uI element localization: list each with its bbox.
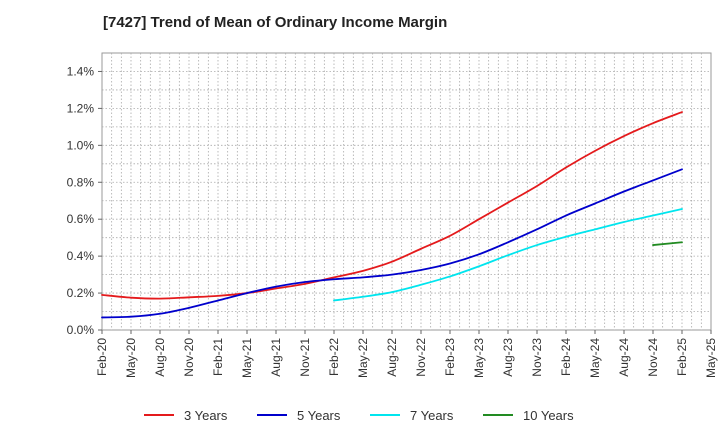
x-tick-label: Aug-24 [617, 338, 631, 377]
y-tick-label: 0.4% [67, 249, 95, 263]
y-tick-label: 0.2% [67, 286, 95, 300]
x-tick-label: Nov-21 [298, 338, 312, 377]
axes: 0.0% 0.2% 0.4% 0.6% 0.8% 1.0% 1.2% 1.4% Feb-20 Ma… [67, 64, 718, 378]
x-tick-label: Nov-23 [530, 338, 544, 377]
series-line-5-years [101, 168, 683, 319]
x-tick-label: Aug-22 [385, 338, 399, 377]
y-tick-label: 0.6% [67, 212, 95, 226]
y-tick-label: 1.0% [67, 138, 95, 152]
x-tick-label: Aug-20 [153, 338, 167, 377]
series-line-7-years [333, 208, 683, 302]
y-tick-label: 1.2% [67, 101, 95, 115]
x-tick-label: Aug-23 [501, 338, 515, 377]
x-tick-label: May-24 [588, 338, 602, 378]
x-tick-label: Feb-23 [443, 338, 457, 376]
x-tick-label: Feb-21 [211, 338, 225, 376]
x-tick-label: Nov-20 [182, 338, 196, 377]
x-tick-label: Feb-20 [95, 338, 109, 376]
x-tick-label: May-20 [124, 338, 138, 378]
x-tick-label: May-21 [240, 338, 254, 378]
legend-label-10-years: 10 Years [523, 408, 574, 423]
series-line-10-years [652, 241, 683, 246]
legend-label-3-years: 3 Years [184, 408, 228, 423]
y-tick-label: 1.4% [67, 64, 95, 78]
chart-title: [7427] Trend of Mean of Ordinary Income … [103, 14, 448, 31]
x-tick-label: Feb-22 [327, 338, 341, 376]
x-tick-label: Feb-24 [559, 338, 573, 376]
grid-lines [102, 53, 711, 330]
legend-label-5-years: 5 Years [297, 408, 341, 423]
x-tick-label: Nov-24 [646, 338, 660, 377]
legend-label-7-years: 7 Years [410, 408, 454, 423]
x-tick-label: Aug-21 [269, 338, 283, 377]
x-tick-label: Nov-22 [414, 338, 428, 377]
y-tick-label: 0.0% [67, 323, 95, 337]
y-tick-label: 0.8% [67, 175, 95, 189]
x-tick-label: May-25 [704, 338, 718, 378]
plot-area [101, 52, 712, 331]
series-line-3-years [101, 111, 683, 300]
x-tick-label: Feb-25 [675, 338, 689, 376]
x-tick-label: May-22 [356, 338, 370, 378]
x-tick-label: May-23 [472, 338, 486, 378]
series-lines [101, 111, 683, 319]
legend: 3 Years 5 Years 7 Years 10 Years [144, 408, 574, 423]
